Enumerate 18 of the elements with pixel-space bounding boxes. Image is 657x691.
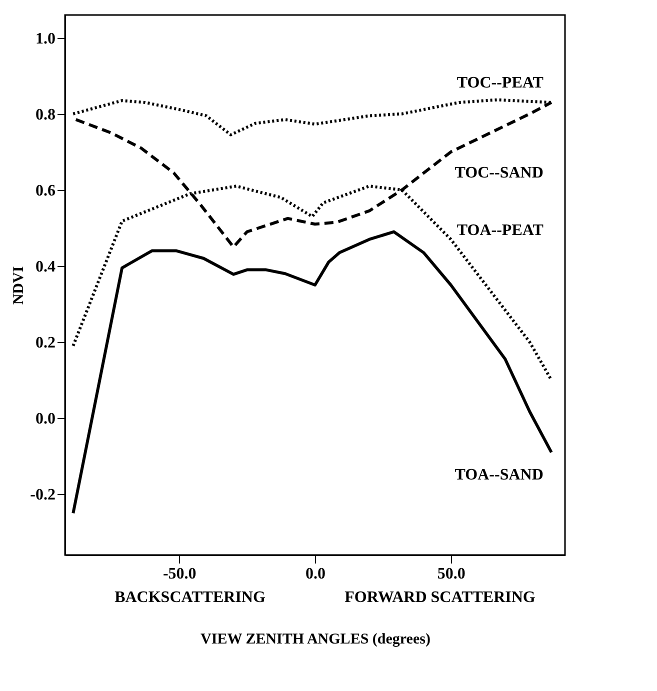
- y-axis-title: NDVI: [11, 266, 28, 305]
- y-tick-label: 0.4: [36, 258, 56, 276]
- y-tick-label: 1.0: [36, 30, 56, 48]
- x-tick-label: 50.0: [437, 566, 466, 582]
- x-tick-label: 0.0: [306, 566, 326, 582]
- y-tick-label: -0.2: [30, 486, 56, 504]
- text: BACKSCATTERING: [114, 589, 266, 606]
- series-label: TOC--SAND: [454, 164, 544, 182]
- series-label: TOA--PEAT: [456, 222, 544, 240]
- x-axis-title: VIEW ZENITH ANGLES (degrees): [200, 632, 430, 648]
- y-tick-label: 0.6: [36, 182, 56, 200]
- x-tick-label: -50.0: [162, 566, 196, 582]
- text: FORWARD SCATTERING: [344, 589, 536, 606]
- y-tick-label: 0.2: [36, 334, 56, 352]
- series-label: TOA--SAND: [454, 466, 544, 484]
- series-label: TOC--PEAT: [456, 74, 544, 92]
- y-tick-label: 0.8: [36, 106, 56, 124]
- y-tick-label: 0.0: [36, 410, 56, 428]
